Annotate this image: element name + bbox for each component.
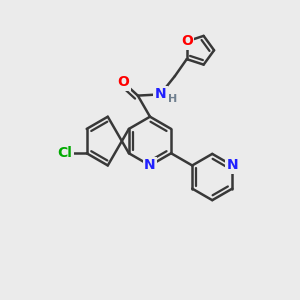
Text: N: N: [226, 158, 238, 172]
Text: O: O: [117, 75, 129, 89]
Text: N: N: [144, 158, 156, 172]
Text: H: H: [168, 94, 178, 104]
Text: N: N: [154, 87, 166, 101]
Text: Cl: Cl: [57, 146, 72, 160]
Text: O: O: [181, 34, 193, 48]
